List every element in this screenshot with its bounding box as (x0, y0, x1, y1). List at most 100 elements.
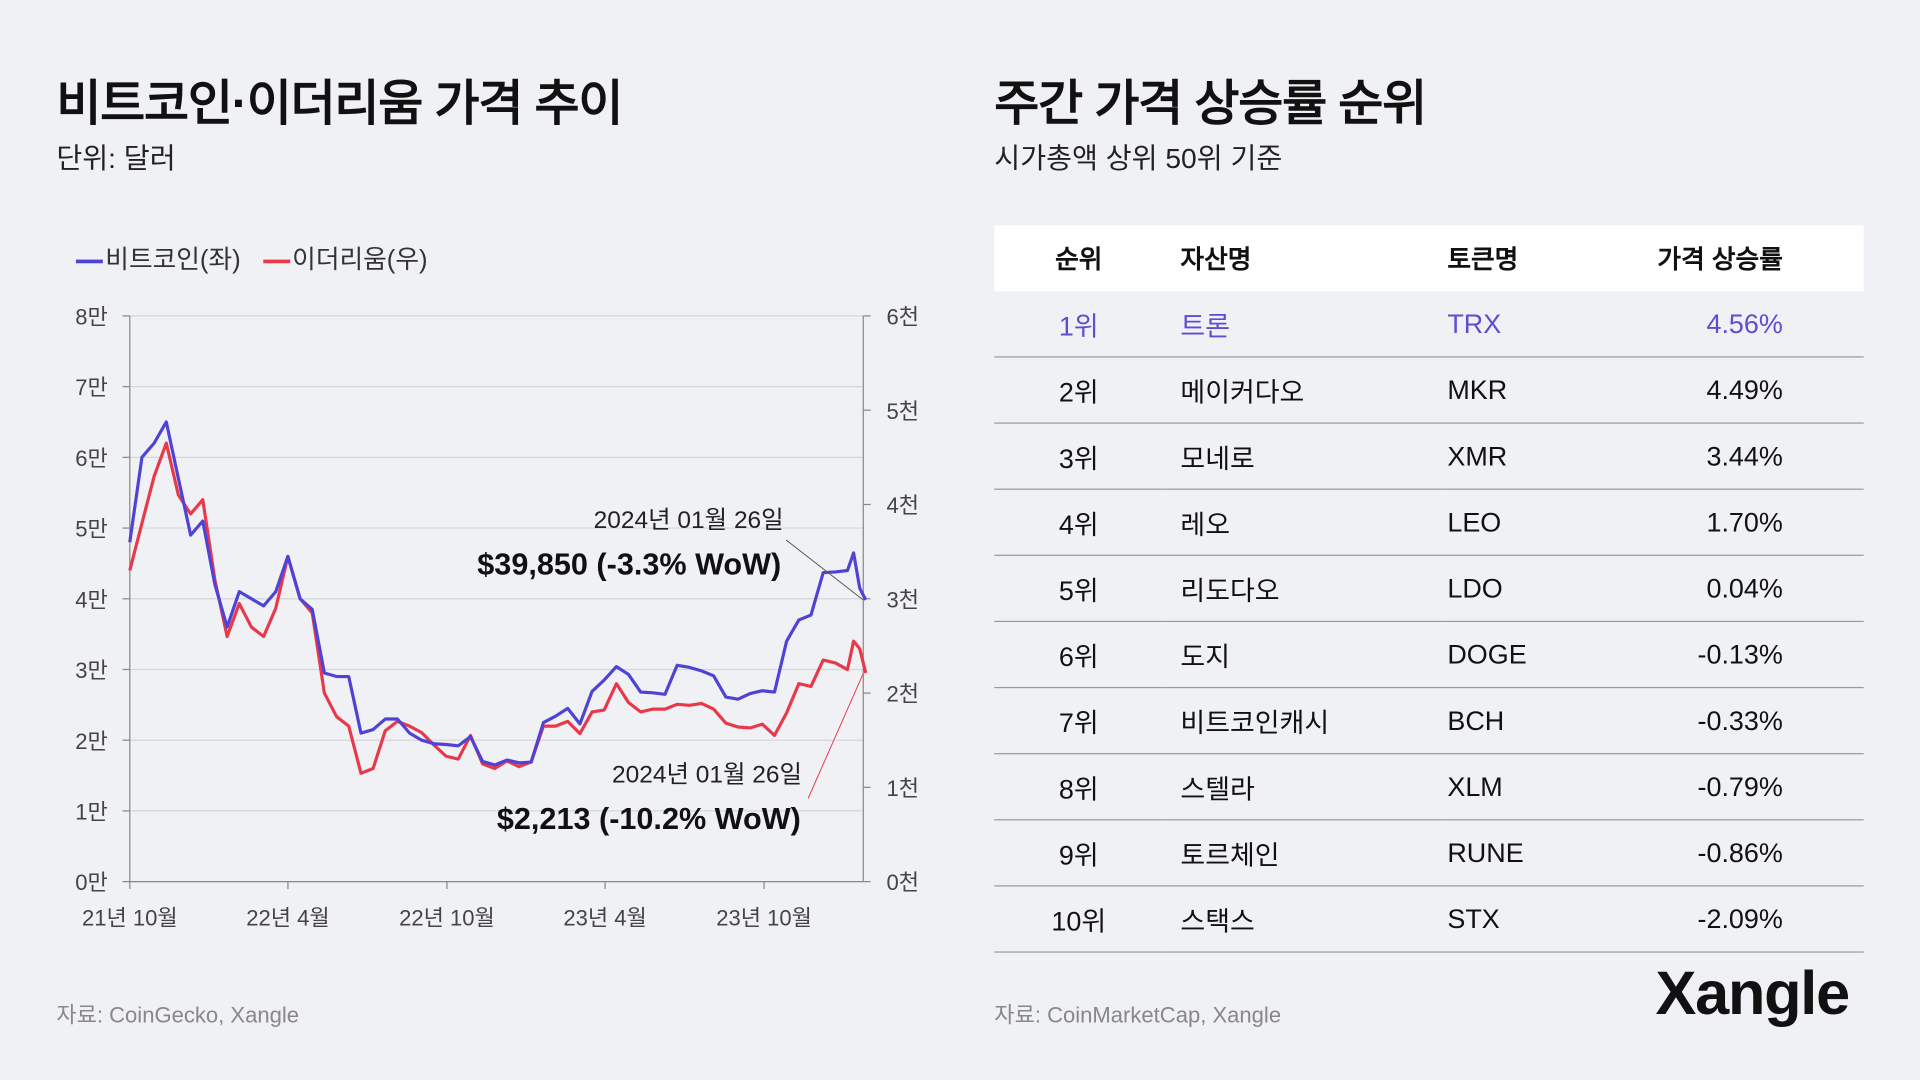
table-row: 6위 도지 DOGE -0.13% (994, 621, 1864, 689)
change-cell: -0.13% (1595, 621, 1864, 689)
legend-swatch-btc (75, 259, 103, 264)
y-tick-label-right: 2천 (887, 682, 920, 707)
y-tick-label-left: 8만 (75, 304, 108, 329)
token-cell: RUNE (1446, 819, 1596, 887)
y-tick-label-left: 4만 (75, 587, 108, 612)
xangle-logo: Xangle (1655, 958, 1851, 1028)
y-tick-label-left: 5만 (75, 517, 108, 542)
token-cell: MKR (1446, 356, 1596, 424)
table-row: 8위 스텔라 XLM -0.79% (994, 753, 1864, 821)
change-cell: -0.79% (1595, 753, 1864, 821)
table-subtitle: 시가총액 상위 50위 기준 (994, 142, 1283, 174)
header-change: 가격 상승률 (1595, 225, 1864, 292)
btc-annotation-leader (785, 539, 864, 601)
x-tick-label: 22년 4월 (246, 906, 329, 931)
asset-cell: 스택스 (1163, 885, 1447, 953)
x-tick-label: 23년 4월 (563, 906, 646, 931)
asset-cell: 스텔라 (1163, 753, 1447, 821)
rank-cell: 9위 (994, 819, 1164, 887)
token-cell: STX (1446, 885, 1596, 953)
change-cell: 3.44% (1595, 423, 1864, 490)
rank-cell: 6위 (994, 621, 1164, 689)
y-tick-label-right: 3천 (887, 587, 920, 612)
table-row: 9위 토르체인 RUNE -0.86% (994, 819, 1864, 887)
asset-cell: 트론 (1163, 291, 1447, 358)
table-row: 3위 모네로 XMR 3.44% (994, 423, 1864, 490)
rank-cell: 5위 (994, 555, 1164, 623)
change-cell: -2.09% (1595, 885, 1864, 953)
change-cell: 4.49% (1595, 356, 1864, 424)
y-tick-label-right: 1천 (887, 776, 920, 801)
x-tick-label: 23년 10월 (716, 906, 812, 931)
token-cell: TRX (1446, 291, 1596, 358)
eth-annotation-leader (807, 673, 864, 799)
asset-cell: 레오 (1163, 489, 1447, 556)
asset-cell: 토르체인 (1163, 819, 1447, 887)
y-tick-label-right: 4천 (887, 493, 920, 518)
btc-annotation-value: $39,850 (-3.3% WoW) (477, 547, 781, 581)
rank-cell: 4위 (994, 489, 1164, 556)
legend-eth: 이더리움(우) (262, 240, 428, 277)
eth-line (128, 441, 868, 775)
rank-cell: 1위 (994, 291, 1164, 358)
y-tick-label-left: 7만 (75, 375, 108, 400)
rank-cell: 8위 (994, 753, 1164, 821)
token-cell: BCH (1446, 687, 1596, 755)
token-cell: XMR (1446, 423, 1596, 490)
x-tick-label: 21년 10월 (82, 906, 178, 931)
header-token: 토큰명 (1446, 225, 1596, 292)
chart-source: 자료: CoinGecko, Xangle (56, 1002, 300, 1028)
asset-cell: 메이커다오 (1163, 356, 1447, 424)
table-header: 순위 자산명 토큰명 가격 상승률 (994, 225, 1864, 292)
change-cell: -0.86% (1595, 819, 1864, 887)
table-row: 5위 리도다오 LDO 0.04% (994, 555, 1864, 623)
header-rank: 순위 (994, 225, 1164, 292)
change-cell: 1.70% (1595, 489, 1864, 556)
y-tick-label-left: 2만 (75, 729, 108, 754)
legend-btc: 비트코인(좌) (75, 240, 241, 277)
table-source: 자료: CoinMarketCap, Xangle (994, 1002, 1282, 1028)
asset-cell: 모네로 (1163, 423, 1447, 490)
eth-annotation-value: $2,213 (-10.2% WoW) (497, 802, 801, 836)
table-row: 4위 레오 LEO 1.70% (994, 489, 1864, 556)
y-tick-label-right: 5천 (887, 399, 920, 424)
legend-label-btc: 비트코인(좌) (105, 246, 241, 275)
change-cell: 4.56% (1595, 291, 1864, 358)
eth-annotation-date: 2024년 01월 26일 (612, 760, 802, 788)
ranking-table: 순위 자산명 토큰명 가격 상승률 1위 트론 TRX 4.56% 2위 메이커다오 MKR… (994, 225, 1864, 953)
table-row: 1위 트론 TRX 4.56% (994, 291, 1864, 358)
table-title: 주간 가격 상승률 순위 (994, 77, 1427, 132)
token-cell: DOGE (1446, 621, 1596, 689)
change-cell: 0.04% (1595, 555, 1864, 623)
rank-cell: 3위 (994, 423, 1164, 490)
y-tick-label-left: 1만 (75, 799, 108, 824)
chart-title: 비트코인·이더리움 가격 추이 (56, 77, 623, 132)
header-asset: 자산명 (1163, 225, 1447, 292)
y-tick-label-right: 0천 (887, 870, 920, 895)
legend-swatch-eth (262, 259, 290, 264)
asset-cell: 비트코인캐시 (1163, 687, 1447, 755)
rank-cell: 2위 (994, 356, 1164, 424)
legend: 비트코인(좌) 이더리움(우) (75, 240, 428, 277)
y-tick-label-right: 6천 (887, 304, 920, 329)
y-tick-label-left: 6만 (75, 446, 108, 471)
chart-unit: 단위: 달러 (56, 142, 176, 174)
x-tick-label: 22년 10월 (399, 906, 495, 931)
y-tick-label-left: 3만 (75, 658, 108, 683)
price-chart: 0만 1만 2만 3만 4만 5만 6만 7만 8만 0천 1천 2천 3천 4천 5천 6천 21년 10월 2… (75, 304, 920, 931)
legend-label-eth: 이더리움(우) (292, 246, 428, 275)
token-cell: XLM (1446, 753, 1596, 821)
rank-cell: 10위 (994, 885, 1164, 953)
token-cell: LDO (1446, 555, 1596, 623)
btc-line (128, 420, 868, 767)
table-row: 10위 스택스 STX -2.09% (994, 885, 1864, 953)
table-row: 7위 비트코인캐시 BCH -0.33% (994, 687, 1864, 755)
rank-cell: 7위 (994, 687, 1164, 755)
asset-cell: 리도다오 (1163, 555, 1447, 623)
y-tick-label-left: 0만 (75, 870, 108, 895)
token-cell: LEO (1446, 489, 1596, 556)
asset-cell: 도지 (1163, 621, 1447, 689)
btc-annotation-date: 2024년 01월 26일 (594, 506, 784, 534)
change-cell: -0.33% (1595, 687, 1864, 755)
